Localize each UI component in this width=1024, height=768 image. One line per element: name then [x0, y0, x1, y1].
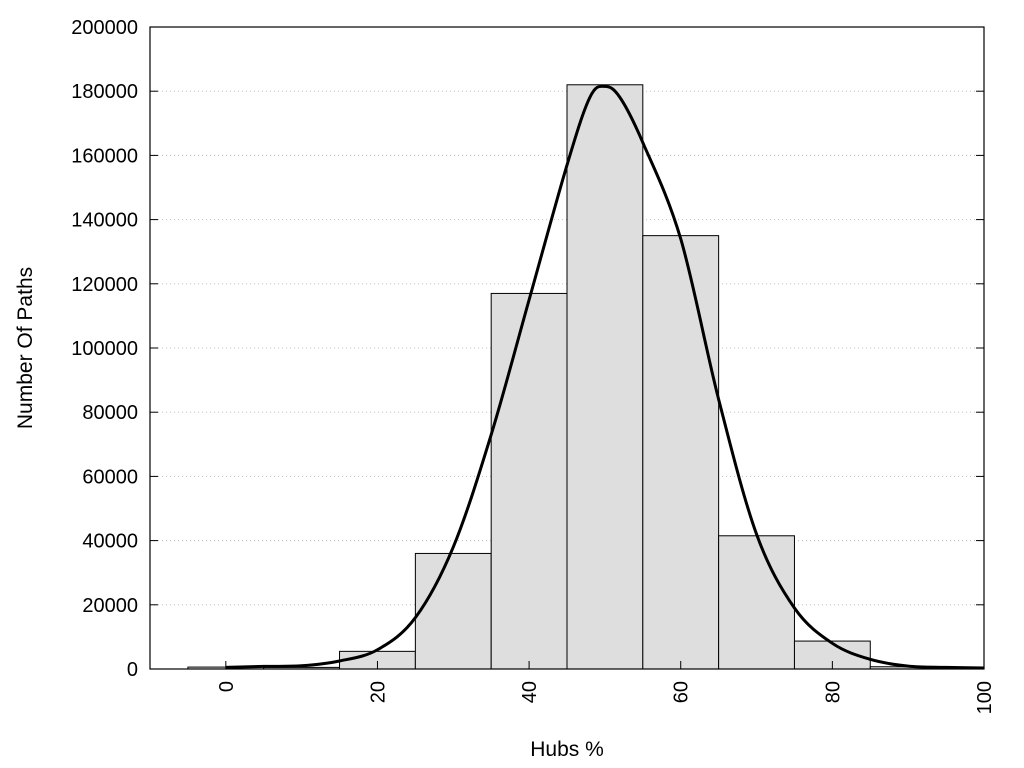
- y-tick-label: 0: [127, 659, 138, 681]
- y-tick-label: 200000: [71, 17, 138, 39]
- y-tick-label: 180000: [71, 81, 138, 103]
- y-tick-label: 20000: [82, 595, 138, 617]
- x-tick-label: 60: [671, 681, 693, 703]
- y-tick-label: 120000: [71, 274, 138, 296]
- y-tick-label: 60000: [82, 466, 138, 488]
- axis-ticks: [150, 26, 985, 670]
- y-tick-label: 160000: [71, 145, 138, 167]
- histogram-bar: [718, 535, 795, 670]
- x-tick-label: 40: [519, 681, 541, 703]
- y-tick-labels: 0 20000 40000 60000 80000 100000 120000 140000 1…: [71, 17, 138, 681]
- x-tick-label: 20: [367, 681, 389, 703]
- x-axis-title: Hubs %: [530, 738, 604, 761]
- y-tick-label: 80000: [82, 402, 138, 424]
- x-tick-label: 0: [216, 681, 238, 692]
- histogram-bar: [414, 552, 492, 670]
- y-axis-title: Number Of Paths: [14, 267, 37, 429]
- histogram-bar: [642, 235, 720, 670]
- x-tick-labels: 0 20 40 60 80 100: [216, 681, 996, 714]
- histogram-bars: [187, 84, 947, 670]
- x-tick-label: 80: [822, 681, 844, 703]
- histogram-bar: [566, 84, 644, 670]
- y-tick-label: 100000: [71, 338, 138, 360]
- density-curve-layer: [225, 84, 985, 670]
- histogram-bar: [490, 292, 568, 670]
- y-tick-label: 140000: [71, 210, 138, 232]
- density-curve: [225, 84, 985, 670]
- y-tick-label: 40000: [82, 531, 138, 553]
- x-tick-label: 100: [974, 681, 996, 714]
